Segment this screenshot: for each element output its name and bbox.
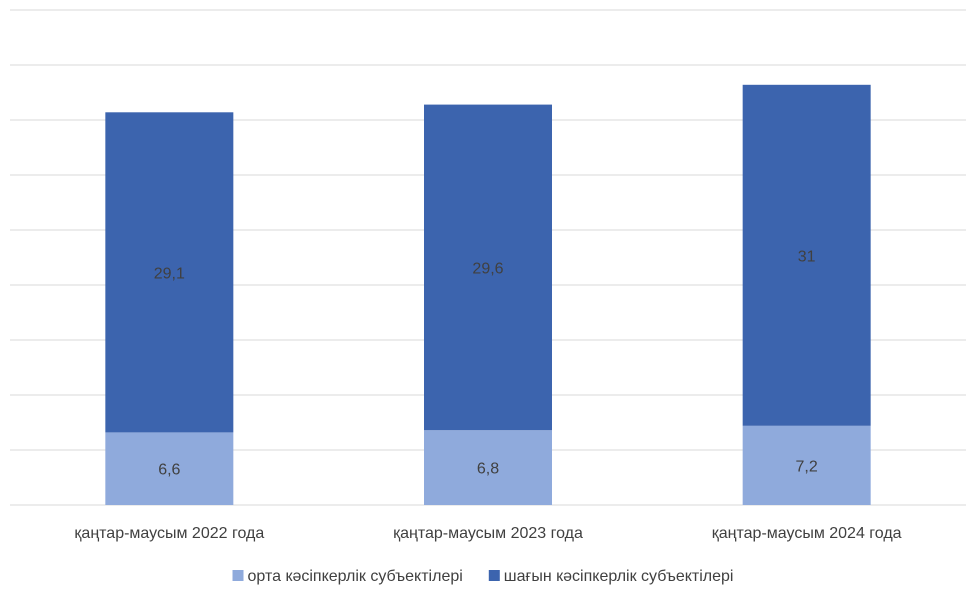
- legend-swatch: [488, 570, 500, 581]
- data-label: 7,2: [796, 458, 818, 475]
- data-label: 29,6: [472, 260, 503, 277]
- data-label: 6,8: [477, 461, 499, 478]
- bar-segment: [105, 432, 234, 505]
- legend-label: орта кәсіпкерлік субъектілері: [248, 568, 463, 585]
- bar-segment: [424, 104, 552, 431]
- bars: 6,6 29,1 6,8 29,6 7,2 31: [105, 84, 871, 505]
- x-tick-label: қаңтар-маусым 2023 года: [393, 525, 583, 542]
- data-label: 29,1: [154, 265, 185, 282]
- legend-swatch: [232, 570, 244, 581]
- bar-segment: [424, 430, 552, 505]
- x-tick-label: қаңтар-маусым 2022 года: [74, 525, 264, 542]
- legend: орта кәсіпкерлік субъектілері шағын кәсіп…: [232, 568, 734, 585]
- x-tick-label: қаңтар-маусым 2024 года: [712, 525, 902, 542]
- data-label: 6,6: [158, 462, 180, 479]
- data-label: 31: [798, 248, 816, 265]
- legend-item: шағын кәсіпкерлік субъектілері: [488, 568, 734, 585]
- bar-segment: [105, 112, 234, 433]
- legend-label: шағын кәсіпкерлік субъектілері: [504, 568, 734, 585]
- bar-segment: [742, 425, 871, 505]
- legend-item: орта кәсіпкерлік субъектілері: [232, 568, 463, 585]
- x-axis-ticks: қаңтар-маусым 2022 года қаңтар-маусым 202…: [74, 525, 901, 542]
- bar-segment: [742, 84, 871, 426]
